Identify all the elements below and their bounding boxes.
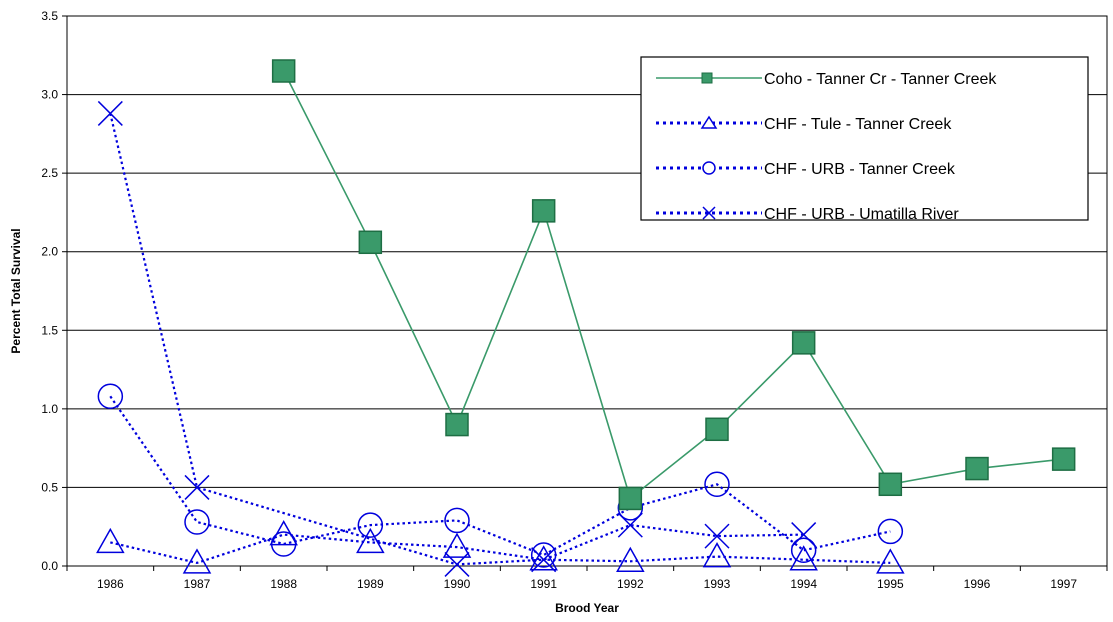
series-1-point [96, 527, 125, 554]
x-tick-label: 1993 [704, 577, 731, 591]
series-0-point [531, 199, 556, 223]
series-line-0 [282, 70, 1064, 500]
x-tick-label: 1987 [184, 577, 211, 591]
legend-marker-3 [702, 206, 716, 220]
legend-label-1: CHF - Tule - Tanner Creek [764, 116, 952, 133]
y-tick-label: 0.5 [41, 480, 58, 494]
series-2-point [704, 471, 730, 498]
legend: Coho - Tanner Cr - Tanner Creek CHF - Tul… [640, 56, 1089, 223]
series-line-1 [110, 533, 891, 565]
series-3-point [184, 474, 210, 500]
x-tick-label: 1990 [444, 577, 471, 591]
y-tick-label: 2.5 [41, 166, 58, 180]
x-tick-label: 1997 [1050, 577, 1077, 591]
legend-box [640, 56, 1089, 221]
x-axis-title: Brood Year [555, 601, 619, 615]
series-1-point [442, 532, 472, 558]
series-3-point [97, 100, 123, 126]
x-tick-label: 1995 [877, 577, 904, 591]
series-group [96, 59, 1076, 577]
series-0-point [878, 472, 903, 497]
x-tick-label: 1994 [790, 577, 817, 591]
series-1-point [616, 546, 645, 573]
series-0-point [791, 331, 816, 355]
series-0-point [358, 230, 383, 255]
series-3-point [531, 547, 557, 573]
y-tick-label: 1.5 [41, 323, 58, 337]
series-2-point [444, 507, 470, 534]
x-tick-label: 1996 [964, 577, 991, 591]
x-tick-label: 1986 [97, 577, 124, 591]
series-1-point [182, 548, 212, 574]
legend-label-3: CHF - URB - Umatilla River [764, 206, 959, 223]
series-0-point [1051, 447, 1076, 471]
legend-marker-0 [701, 72, 713, 84]
series-0-point [271, 59, 296, 83]
series-3-point [617, 512, 643, 538]
y-axis-title: Percent Total Survival [9, 228, 23, 353]
series-0-point [705, 417, 729, 442]
x-tick-label: 1992 [617, 577, 644, 591]
series-2-point [270, 531, 297, 557]
grid-lines [67, 94, 1107, 488]
y-axis-ticks: 0.0 0.5 1.0 1.5 2.0 2.5 3.0 3.5 [41, 9, 67, 573]
series-1-point [702, 542, 732, 568]
series-0-point [618, 486, 643, 511]
x-axis-ticks: 1986 1987 1988 1989 1990 1991 1992 1993 1994 1995… [66, 566, 1108, 591]
series-3-point [791, 522, 817, 548]
y-tick-label: 3.0 [41, 88, 58, 102]
legend-marker-1 [700, 115, 718, 129]
series-1-point [789, 545, 818, 571]
x-tick-label: 1991 [530, 577, 557, 591]
series-1-point [876, 548, 905, 574]
x-tick-label: 1988 [270, 577, 297, 591]
legend-label-0: Coho - Tanner Cr - Tanner Creek [764, 71, 997, 88]
series-line-2 [109, 395, 891, 557]
series-0-point [445, 412, 469, 437]
y-tick-label: 2.0 [41, 245, 58, 259]
series-0-point [965, 456, 989, 481]
y-tick-label: 1.0 [41, 402, 58, 416]
series-2-point [790, 537, 817, 564]
series-2-point [97, 383, 124, 410]
y-tick-label: 0.0 [41, 559, 58, 573]
series-3-point [704, 523, 730, 549]
x-tick-label: 1989 [357, 577, 384, 591]
series-3-point [444, 551, 470, 577]
legend-marker-2 [702, 161, 716, 175]
series-1-point [356, 527, 385, 554]
series-2-point [357, 512, 384, 538]
series-2-point [184, 509, 210, 535]
y-tick-label: 3.5 [41, 9, 58, 23]
legend-label-2: CHF - URB - Tanner Creek [764, 161, 956, 178]
series-2-point [877, 518, 904, 545]
